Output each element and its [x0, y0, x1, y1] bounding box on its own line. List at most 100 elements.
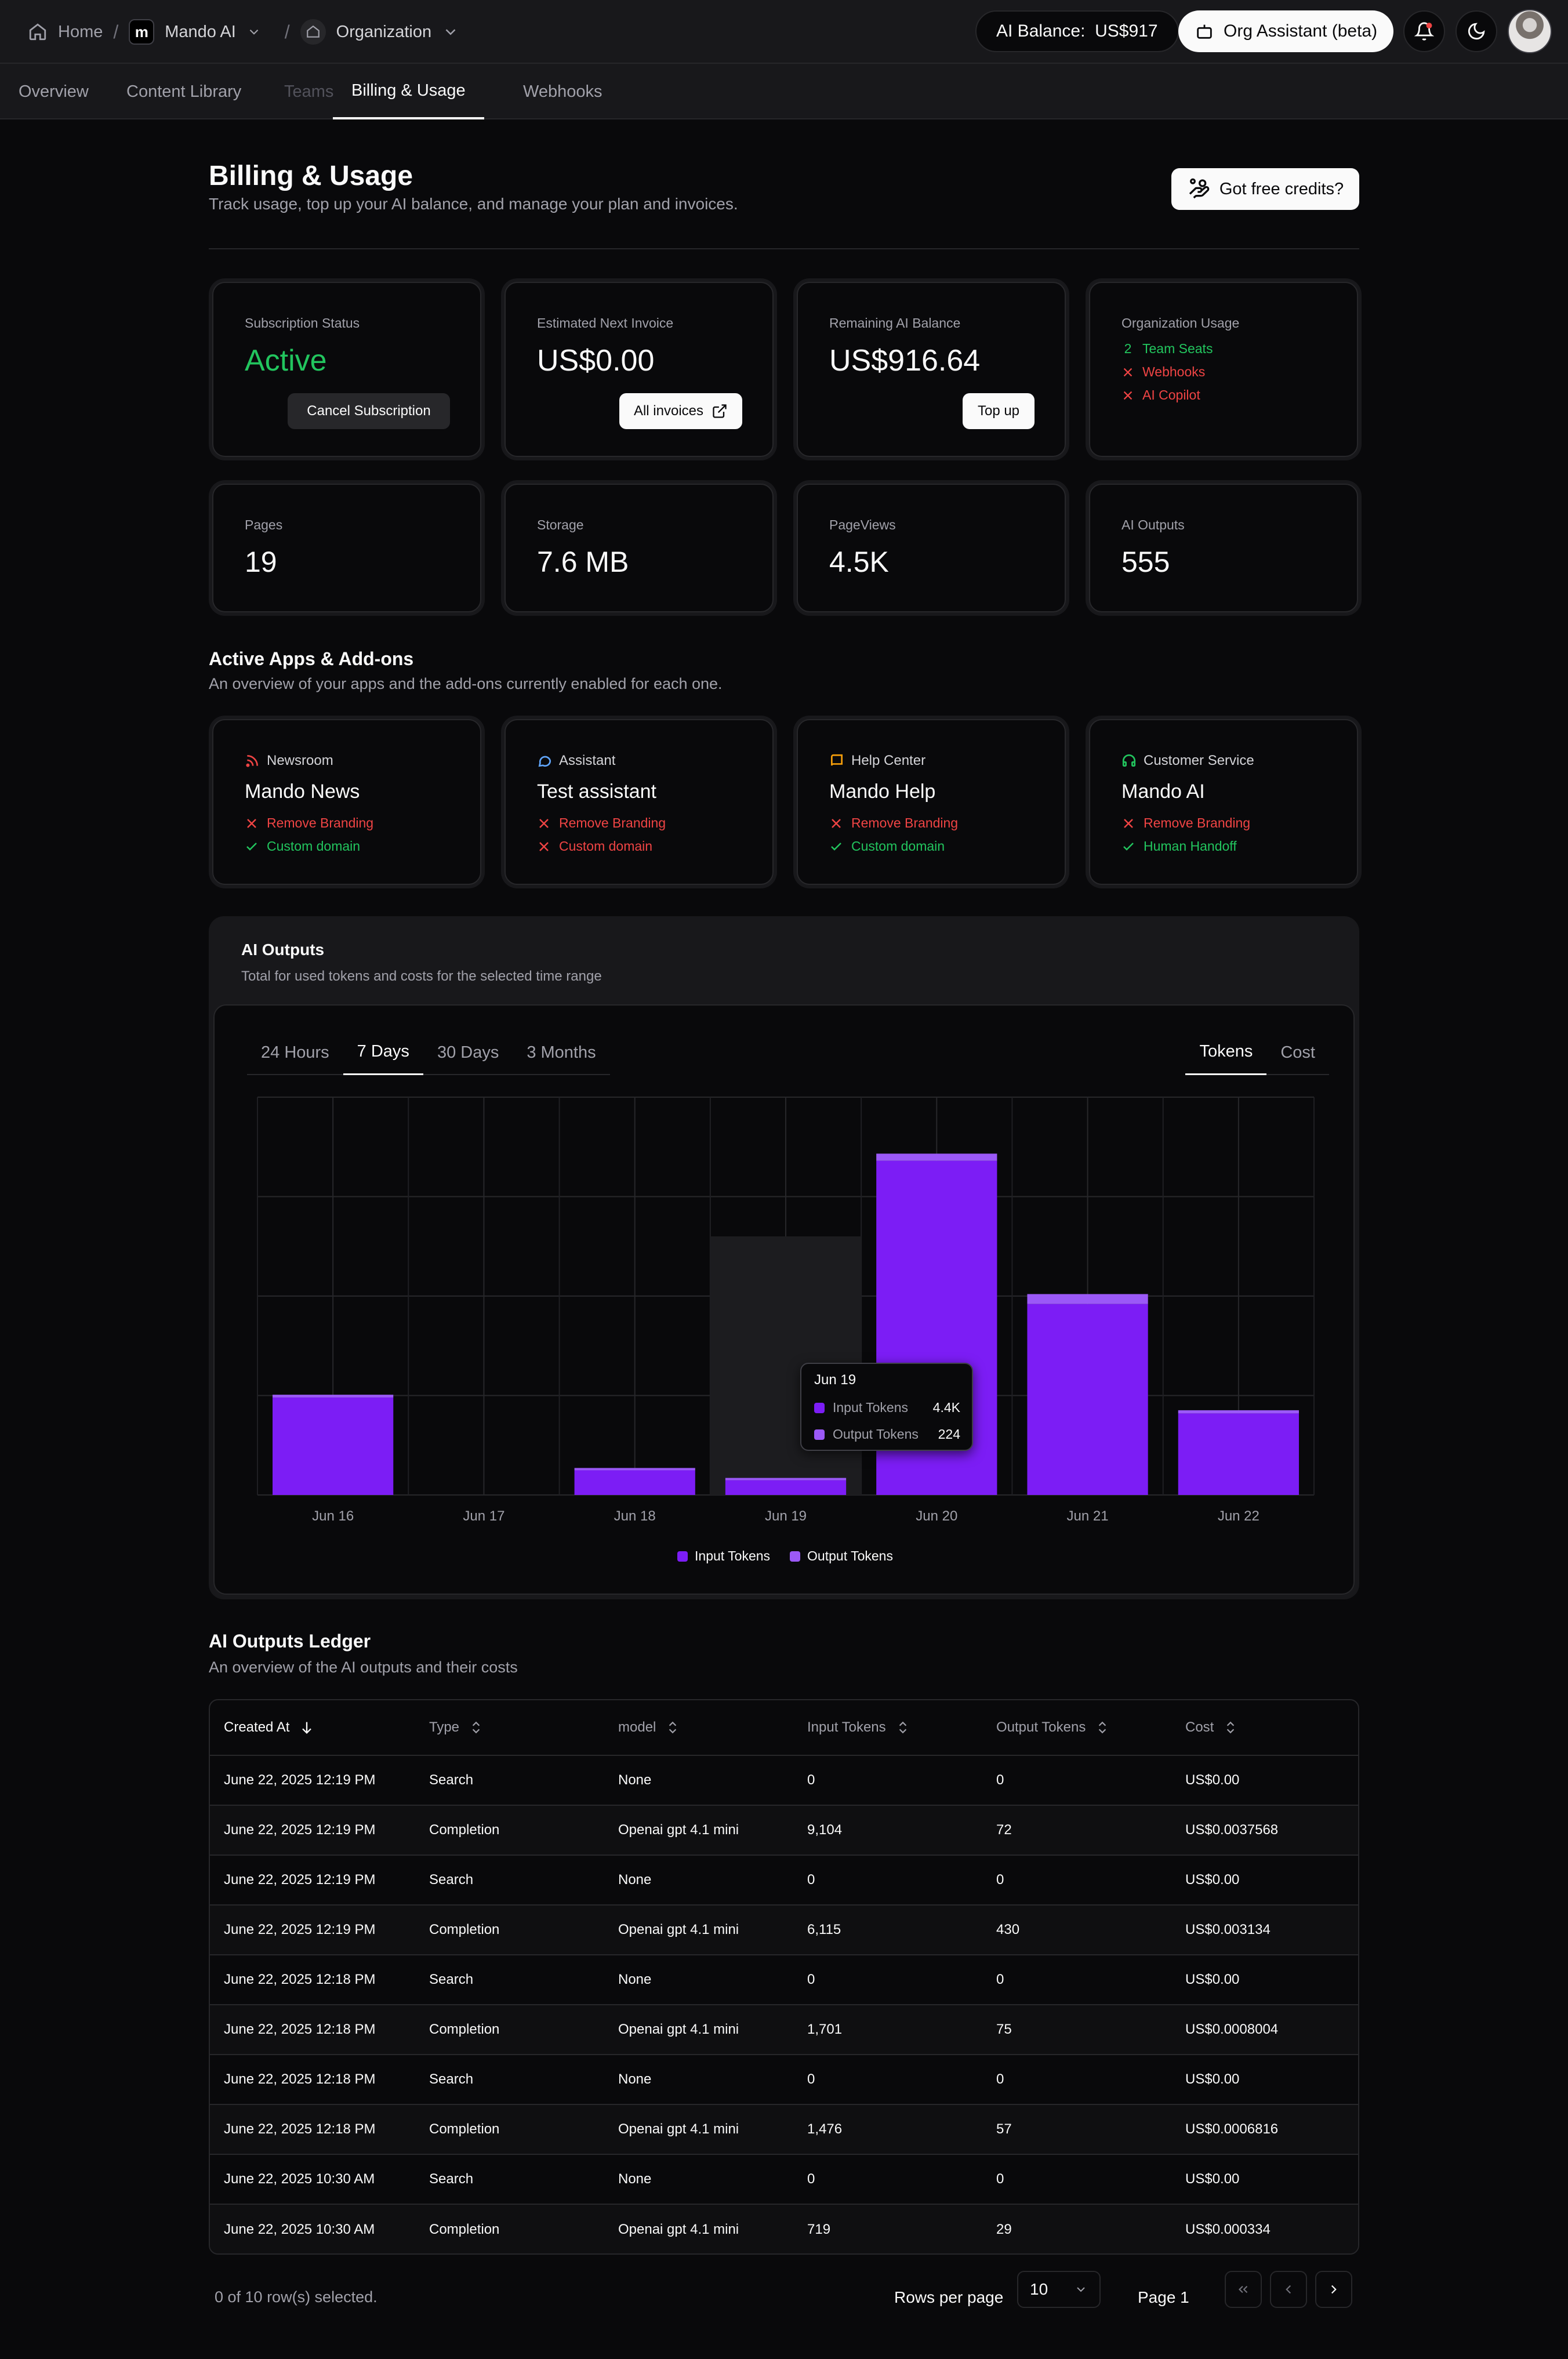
- range-tab-24-hours[interactable]: 24 Hours: [261, 1043, 329, 1062]
- cell-model: None: [618, 2171, 652, 2187]
- cell-cost: US$0.0006816: [1185, 2121, 1279, 2137]
- top-up-button[interactable]: Top up: [963, 393, 1035, 429]
- table-row[interactable]: June 22, 2025 12:19 PM Search None 0 0 U…: [210, 1856, 1358, 1906]
- cell-output-tokens: 0: [996, 2071, 1004, 2087]
- cell-output-tokens: 0: [996, 1872, 1004, 1888]
- range-tab-3-months[interactable]: 3 Months: [527, 1043, 596, 1062]
- theme-toggle-button[interactable]: [1456, 10, 1497, 52]
- column-cost[interactable]: Cost: [1185, 1700, 1238, 1755]
- home-link[interactable]: Home: [58, 22, 103, 41]
- x-tick-label: Jun 18: [614, 1508, 656, 1524]
- cell-output-tokens: 0: [996, 1972, 1004, 1987]
- notifications-button[interactable]: [1403, 10, 1445, 52]
- cell-type: Search: [429, 1972, 474, 1987]
- range-tab-30-days[interactable]: 30 Days: [437, 1043, 499, 1062]
- all-invoices-button[interactable]: All invoices: [619, 393, 742, 429]
- first-page-button[interactable]: [1225, 2271, 1262, 2308]
- ai-balance-pill[interactable]: AI Balance: US$917: [975, 10, 1179, 52]
- feature-remove-branding: Remove Branding: [1121, 815, 1250, 831]
- tab-teams[interactable]: Teams: [284, 82, 334, 101]
- home-icon[interactable]: [28, 22, 48, 42]
- feature-custom-domain: Custom domain: [537, 839, 652, 854]
- table-row[interactable]: June 22, 2025 12:19 PM Completion Openai…: [210, 1806, 1358, 1856]
- table-row[interactable]: June 22, 2025 12:19 PM Search None 0 0 U…: [210, 1756, 1358, 1806]
- next-invoice-value: US$0.00: [537, 344, 655, 378]
- next-page-button[interactable]: [1315, 2271, 1352, 2308]
- metric-tab-cost[interactable]: Cost: [1280, 1043, 1315, 1062]
- table-row[interactable]: June 22, 2025 12:18 PM Search None 0 0 U…: [210, 2055, 1358, 2105]
- table-row[interactable]: June 22, 2025 10:30 AM Search None 0 0 U…: [210, 2155, 1358, 2205]
- table-row[interactable]: June 22, 2025 10:30 AM Completion Openai…: [210, 2205, 1358, 2253]
- cell-created-at: June 22, 2025 10:30 AM: [224, 2222, 375, 2237]
- stat-label: AI Outputs: [1121, 517, 1185, 532]
- app-card-help-center[interactable]: Help Center Mando Help Remove Branding C…: [797, 719, 1066, 885]
- chevron-down-icon[interactable]: [442, 23, 459, 41]
- stat-label: PageViews: [829, 517, 896, 532]
- app-card-assistant[interactable]: Assistant Test assistant Remove Branding…: [504, 719, 774, 885]
- column-model[interactable]: model: [618, 1700, 680, 1755]
- usage-item-label: Webhooks: [1142, 364, 1206, 379]
- table-row[interactable]: June 22, 2025 12:18 PM Completion Openai…: [210, 2005, 1358, 2055]
- tab-overview[interactable]: Overview: [19, 82, 89, 101]
- metric-tab-tokens[interactable]: Tokens: [1185, 1030, 1267, 1075]
- usage-item-label: AI Copilot: [1142, 387, 1200, 402]
- organization-switcher[interactable]: Organization: [336, 22, 432, 41]
- hand-coins-icon: [1189, 178, 1210, 199]
- tokens-bar-chart[interactable]: Jun 16 Jun 17 Jun 18 Jun 19 Jun 20 Jun 21 Jun …: [213, 1004, 1355, 1595]
- range-tab-7-days[interactable]: 7 Days: [343, 1030, 423, 1075]
- x-tick-label: Jun 21: [1067, 1508, 1109, 1524]
- x-icon: [539, 841, 549, 851]
- check-icon: [246, 842, 257, 851]
- x-tick-label: Jun 19: [765, 1508, 807, 1524]
- arrow-down-icon: [302, 1722, 312, 1734]
- cell-model: None: [618, 1972, 652, 1987]
- cancel-subscription-button[interactable]: Cancel Subscription: [288, 393, 450, 429]
- previous-page-button[interactable]: [1270, 2271, 1307, 2308]
- x-icon: [1123, 391, 1133, 400]
- workspace-switcher[interactable]: Mando AI: [165, 22, 236, 41]
- cell-type: Completion: [429, 2222, 500, 2237]
- stat-label: Pages: [245, 517, 283, 532]
- feature-human-handoff: Human Handoff: [1121, 839, 1237, 854]
- feature-label: Custom domain: [851, 839, 945, 854]
- tab-webhooks[interactable]: Webhooks: [523, 82, 602, 101]
- feature-label: Human Handoff: [1144, 839, 1237, 854]
- app-card-newsroom[interactable]: Newsroom Mando News Remove Branding Cust…: [212, 719, 481, 885]
- legend-item-output-tokens[interactable]: Output Tokens: [790, 1548, 893, 1564]
- org-assistant-label: Org Assistant (beta): [1224, 21, 1378, 41]
- app-type-label: Customer Service: [1144, 753, 1254, 768]
- cell-model: None: [618, 2071, 652, 2087]
- check-icon: [831, 842, 841, 851]
- column-type[interactable]: Type: [429, 1700, 484, 1755]
- bar-output-tokens: [725, 1478, 847, 1480]
- table-row[interactable]: June 22, 2025 12:18 PM Search None 0 0 U…: [210, 1955, 1358, 2005]
- rows-per-page-select[interactable]: 10: [1017, 2271, 1101, 2308]
- cell-output-tokens: 0: [996, 2171, 1004, 2187]
- column-output-tokens[interactable]: Output Tokens: [996, 1700, 1110, 1755]
- app-card-customer-service[interactable]: Customer Service Mando AI Remove Brandin…: [1089, 719, 1358, 885]
- legend-item-input-tokens[interactable]: Input Tokens: [677, 1548, 770, 1564]
- page-title: Billing & Usage: [209, 161, 413, 191]
- avatar[interactable]: [1508, 9, 1552, 53]
- tab-content-library[interactable]: Content Library: [126, 82, 242, 101]
- org-assistant-button[interactable]: Org Assistant (beta): [1178, 10, 1394, 52]
- free-credits-button[interactable]: Got free credits?: [1171, 168, 1359, 210]
- usage-item-label: Team Seats: [1142, 341, 1213, 356]
- metric-tabs: Tokens Cost: [1185, 1030, 1329, 1075]
- cell-type: Completion: [429, 2121, 500, 2137]
- cell-cost: US$0.00: [1185, 1972, 1240, 1987]
- cell-created-at: June 22, 2025 10:30 AM: [224, 2171, 375, 2187]
- bar-output-tokens: [574, 1468, 695, 1471]
- app-type: Assistant: [537, 753, 615, 769]
- rows-per-page-label: Rows per page: [894, 2288, 1004, 2306]
- column-created-at[interactable]: Created At: [224, 1700, 315, 1755]
- table-row[interactable]: June 22, 2025 12:19 PM Completion Openai…: [210, 1906, 1358, 1955]
- cell-type: Completion: [429, 1922, 500, 1937]
- tab-billing-usage[interactable]: Billing & Usage: [333, 64, 484, 119]
- cell-input-tokens: 0: [807, 1872, 815, 1888]
- column-input-tokens[interactable]: Input Tokens: [807, 1700, 910, 1755]
- cell-type: Completion: [429, 2022, 500, 2037]
- chevron-down-icon[interactable]: [246, 24, 262, 39]
- legend-label: Output Tokens: [807, 1548, 893, 1563]
- table-row[interactable]: June 22, 2025 12:18 PM Completion Openai…: [210, 2105, 1358, 2155]
